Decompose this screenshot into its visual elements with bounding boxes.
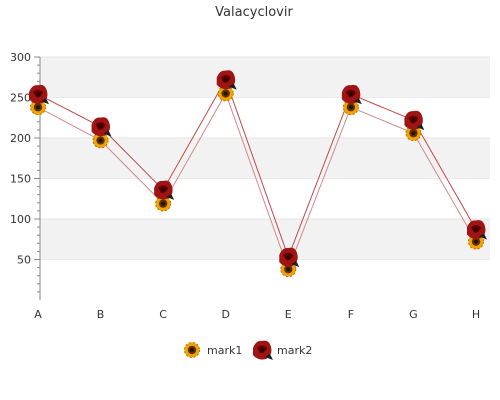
x-tick-label: C	[159, 308, 167, 321]
chart-title: Valacyclovir	[215, 5, 293, 20]
x-tick-label: G	[409, 308, 418, 321]
x-tick-label: F	[348, 308, 354, 321]
y-tick-label: 250	[10, 92, 31, 105]
legend-item-mark1: mark1	[184, 342, 242, 358]
y-tick-label: 300	[10, 51, 31, 64]
x-tick-label: H	[472, 308, 480, 321]
data-point-mark2	[154, 180, 175, 200]
red-rose-icon	[253, 340, 273, 360]
x-tick-label: E	[285, 308, 292, 321]
y-tick-label: 200	[10, 132, 31, 145]
series-lines	[37, 78, 477, 271]
x-axis: A B C D E F G H	[34, 308, 480, 321]
y-tick-label: 100	[10, 213, 31, 226]
x-tick-label: A	[34, 308, 42, 321]
legend-label: mark2	[277, 344, 312, 357]
grid-band	[40, 219, 490, 260]
legend: mark1 mark2	[184, 340, 312, 360]
series-line-mark1	[37, 92, 477, 271]
legend-label: mark1	[207, 344, 242, 357]
grid-band	[40, 57, 490, 98]
x-tick-label: D	[221, 308, 229, 321]
legend-item-mark2: mark2	[253, 340, 312, 360]
y-tick-label: 150	[10, 173, 31, 186]
data-point-mark2	[91, 117, 112, 137]
x-tick-label: B	[97, 308, 105, 321]
grid-bands	[40, 56, 490, 260]
sunflower-icon	[184, 342, 200, 358]
series-line-mark2	[37, 78, 477, 259]
y-tick-label: 50	[17, 254, 31, 267]
y-axis: 50 100 150 200 250 300	[10, 51, 41, 300]
grid-band	[40, 138, 490, 179]
data-point-mark2	[404, 110, 425, 131]
